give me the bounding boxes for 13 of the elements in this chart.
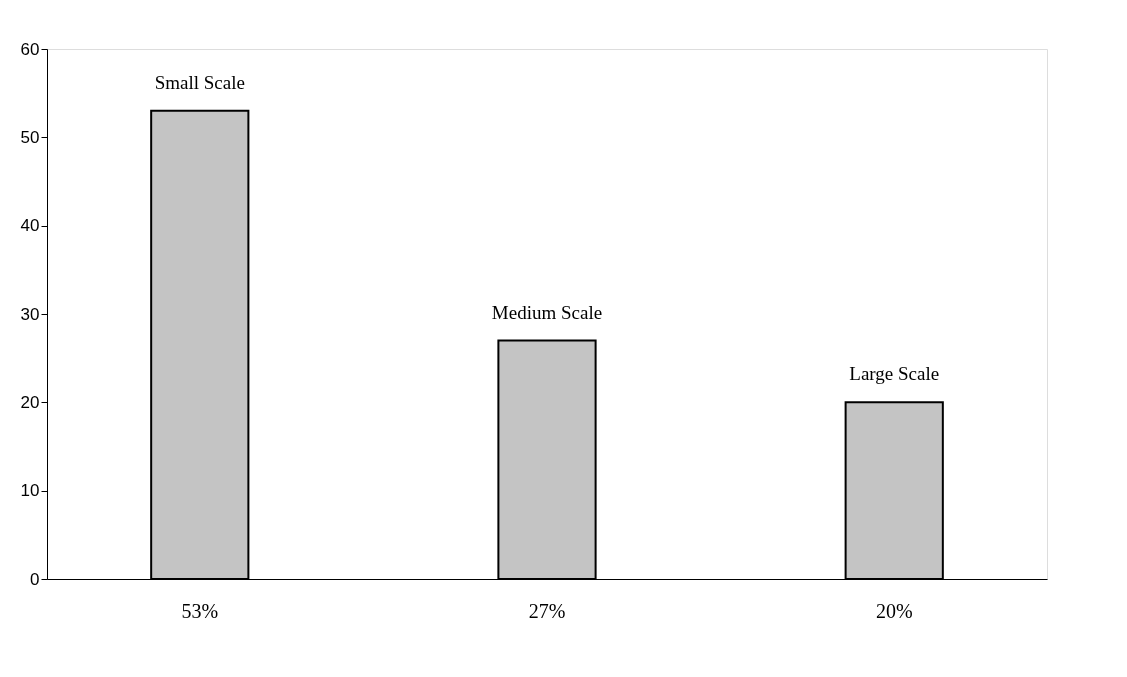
- y-tick-label: 50: [20, 127, 40, 147]
- annotation: Medium Scale: [491, 301, 603, 323]
- y-tick-label: 10: [20, 481, 40, 501]
- annotation: Large Scale: [849, 363, 940, 385]
- annotation: Small Scale: [154, 71, 245, 93]
- x-tick-label: 27%: [528, 599, 566, 622]
- y-tick-label: 0: [30, 569, 40, 589]
- y-tick-label: 40: [20, 216, 40, 236]
- y-tick-label: 30: [20, 304, 40, 324]
- x-tick-label: 20%: [875, 599, 913, 622]
- y-tick-label: 20: [20, 392, 40, 412]
- y-tick-label: 60: [20, 39, 40, 59]
- x-tick-label: 53%: [181, 599, 219, 622]
